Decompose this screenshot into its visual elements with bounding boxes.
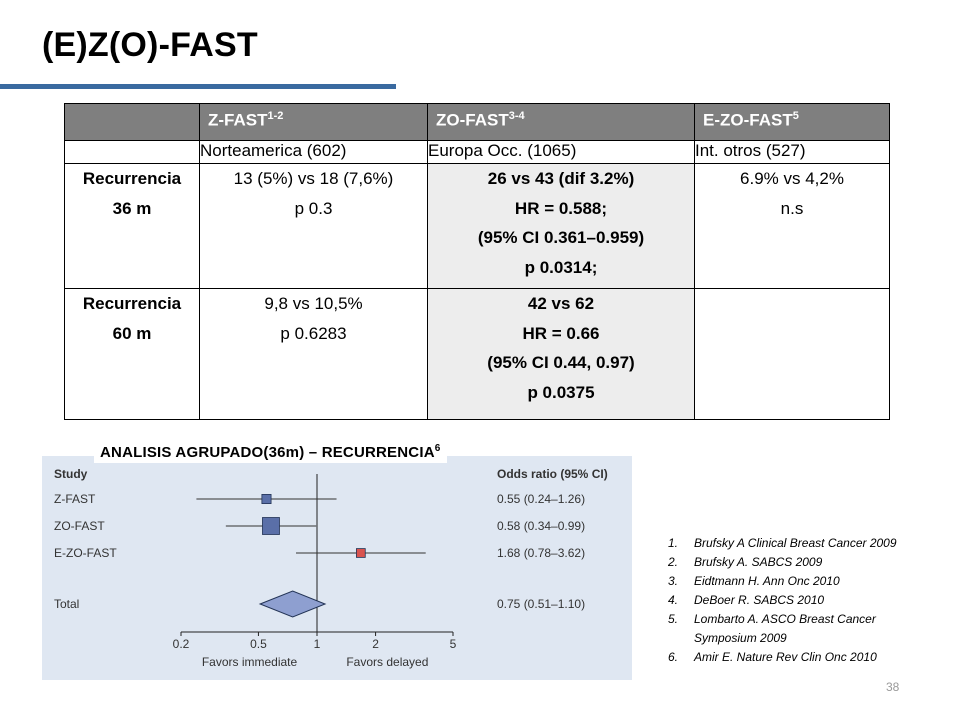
row-label-60m: Recurrencia 60 m — [64, 288, 200, 420]
reference-item: 6. Amir E. Nature Rev Clin Onc 2010 — [668, 648, 918, 667]
cell-ezofast-36m: 6.9% vs 4,2% n.s — [694, 163, 890, 289]
reference-item: 3. Eidtmann H. Ann Onc 2010 — [668, 572, 918, 591]
reference-number: 5. — [668, 612, 679, 626]
forest-study-name: ZO-FAST — [54, 519, 105, 533]
reference-item: 5. Lombarto A. ASCO Breast Cancer Symposi… — [668, 610, 918, 648]
forest-tick-label: 0.5 — [250, 637, 267, 651]
reference-item: 2. Brufsky A. SABCS 2009 — [668, 553, 918, 572]
reference-item: 1. Brufsky A Clinical Breast Cancer 2009 — [668, 534, 918, 553]
forest-total-name: Total — [54, 597, 79, 611]
forest-total-diamond — [258, 590, 327, 618]
forest-point-marker — [262, 517, 280, 535]
references-list: 1. Brufsky A Clinical Breast Cancer 2009 2… — [668, 534, 918, 667]
comparison-table: Z-FAST1-2 ZO-FAST3-4 E-ZO-FAST5 Norteame… — [64, 103, 890, 420]
forest-tick-label: 1 — [314, 637, 321, 651]
cell-zofast-36m: 26 vs 43 (dif 3.2%) HR = 0.588; (95% CI … — [427, 163, 695, 289]
forest-study-name: E-ZO-FAST — [54, 546, 117, 560]
subheader-cell-ezofast: Int. otros (527) — [694, 140, 890, 164]
forest-point-marker — [356, 548, 366, 558]
forest-tick-label: 0.2 — [173, 637, 190, 651]
reference-number: 4. — [668, 593, 679, 607]
forest-study-name: Z-FAST — [54, 492, 96, 506]
cell-ezofast-60m — [694, 288, 890, 420]
forest-header-or: Odds ratio (95% CI) — [497, 467, 608, 481]
reference-number: 3. — [668, 574, 679, 588]
subheader-cell-zfast: Norteamerica (602) — [199, 140, 428, 164]
table-header-row: Z-FAST1-2 ZO-FAST3-4 E-ZO-FAST5 — [64, 103, 890, 141]
header-cell-zfast: Z-FAST1-2 — [199, 103, 428, 141]
header-cell-zofast: ZO-FAST3-4 — [427, 103, 695, 141]
forest-xlabel-right: Favors delayed — [346, 655, 428, 669]
subheader-cell-empty — [64, 140, 200, 164]
table-row-recurrence-60m: Recurrencia 60 m 9,8 vs 10,5% p 0.6283 4… — [64, 288, 890, 420]
reference-text: Brufsky A Clinical Breast Cancer 2009 — [694, 536, 897, 550]
reference-number: 1. — [668, 536, 679, 550]
forest-tick-label: 2 — [372, 637, 379, 651]
reference-number: 2. — [668, 555, 679, 569]
forest-tick-label: 5 — [450, 637, 457, 651]
reference-text: Eidtmann H. Ann Onc 2010 — [694, 574, 840, 588]
cell-zofast-60m: 42 vs 62 HR = 0.66 (95% CI 0.44, 0.97) p… — [427, 288, 695, 420]
forest-plot-svg: Study Odds ratio (95% CI) Z-FAST 0.55 (0.24… — [54, 467, 608, 669]
forest-header-study: Study — [54, 467, 88, 481]
table-row-recurrence-36m: Recurrencia 36 m 13 (5%) vs 18 (7,6%) p … — [64, 163, 890, 289]
title-underline — [0, 84, 396, 89]
reference-number: 6. — [668, 650, 679, 664]
header-cell-ezofast: E-ZO-FAST5 — [694, 103, 890, 141]
forest-total-label: 0.75 (0.51–1.10) — [497, 597, 585, 611]
forest-plot: Study Odds ratio (95% CI) Z-FAST 0.55 (0.24… — [42, 456, 632, 680]
forest-or-label: 1.68 (0.78–3.62) — [497, 546, 585, 560]
reference-text: Amir E. Nature Rev Clin Onc 2010 — [694, 650, 877, 664]
table-subheader-row: Norteamerica (602) Europa Occ. (1065) In… — [64, 140, 890, 164]
reference-item: 4. DeBoer R. SABCS 2010 — [668, 591, 918, 610]
page-number: 38 — [886, 680, 900, 694]
row-label-36m: Recurrencia 36 m — [64, 163, 200, 289]
cell-zfast-60m: 9,8 vs 10,5% p 0.6283 — [199, 288, 428, 420]
reference-text: Brufsky A. SABCS 2009 — [694, 555, 823, 569]
forest-point-marker — [261, 494, 272, 505]
slide-title: (E)Z(O)-FAST — [42, 26, 258, 64]
forest-or-label: 0.58 (0.34–0.99) — [497, 519, 585, 533]
cell-zfast-36m: 13 (5%) vs 18 (7,6%) p 0.3 — [199, 163, 428, 289]
forest-plot-title: ANALISIS AGRUPADO(36m) – RECURRENCIA6 — [94, 441, 447, 463]
forest-or-label: 0.55 (0.24–1.26) — [497, 492, 585, 506]
reference-text: Lombarto A. ASCO Breast Cancer Symposium… — [694, 612, 876, 645]
subheader-cell-zofast: Europa Occ. (1065) — [427, 140, 695, 164]
header-cell-empty — [64, 103, 200, 141]
forest-xlabel-left: Favors immediate — [202, 655, 298, 669]
reference-text: DeBoer R. SABCS 2010 — [694, 593, 825, 607]
